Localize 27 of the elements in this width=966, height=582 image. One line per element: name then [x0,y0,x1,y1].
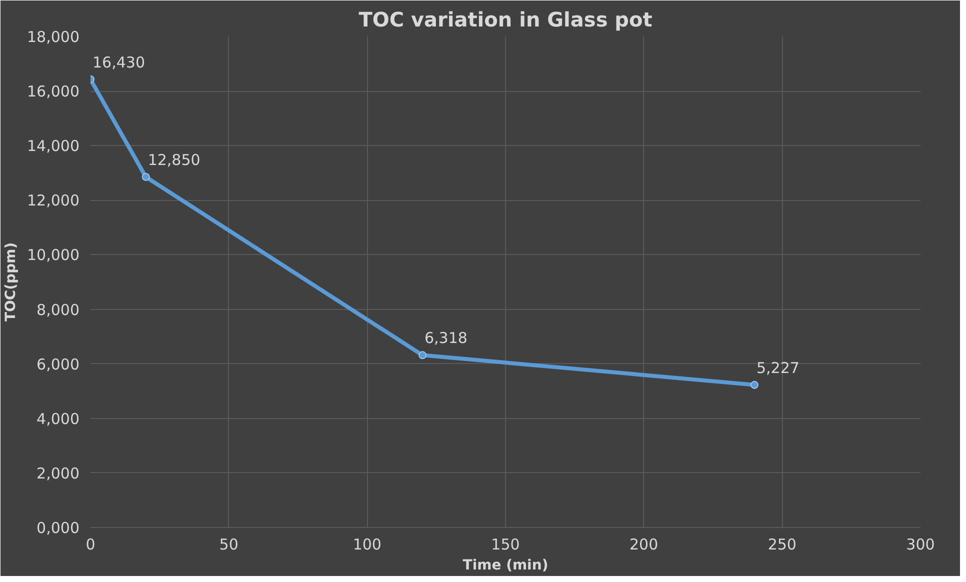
y-tick-label: 12,000 [27,192,80,210]
x-tick-label: 0 [86,536,96,554]
chart-title: TOC variation in Glass pot [358,8,653,32]
data-label: 5,227 [756,358,800,377]
point [750,380,758,389]
x-tick-label: 100 [352,536,382,554]
y-axis-title: TOC(ppm) [3,242,20,322]
y-tick-label: 16,000 [27,82,80,101]
y-tick-label: 10,000 [27,246,80,264]
y-tick-label: 14,000 [27,137,80,156]
data-label: 12,850 [148,150,200,169]
data-label: 16,430 [92,53,145,72]
y-tick-label: 6,000 [36,355,80,374]
x-tick-label: 300 [906,536,935,554]
y-tick-label: 2,000 [36,464,80,482]
x-tick-label: 250 [768,536,796,554]
x-axis-title: Time (min) [462,558,548,574]
x-tick-label: 50 [219,536,238,554]
x-tick-label: 150 [491,536,520,554]
y-tick-label: 4,000 [36,410,80,428]
y-tick-label: 8,000 [36,300,80,319]
data-label: 6,318 [424,329,468,348]
y-tick-label: 0,000 [36,519,80,537]
y-tick-label: 18,000 [27,28,80,46]
point [418,351,426,360]
x-tick-label: 200 [630,536,658,554]
point [142,172,150,181]
